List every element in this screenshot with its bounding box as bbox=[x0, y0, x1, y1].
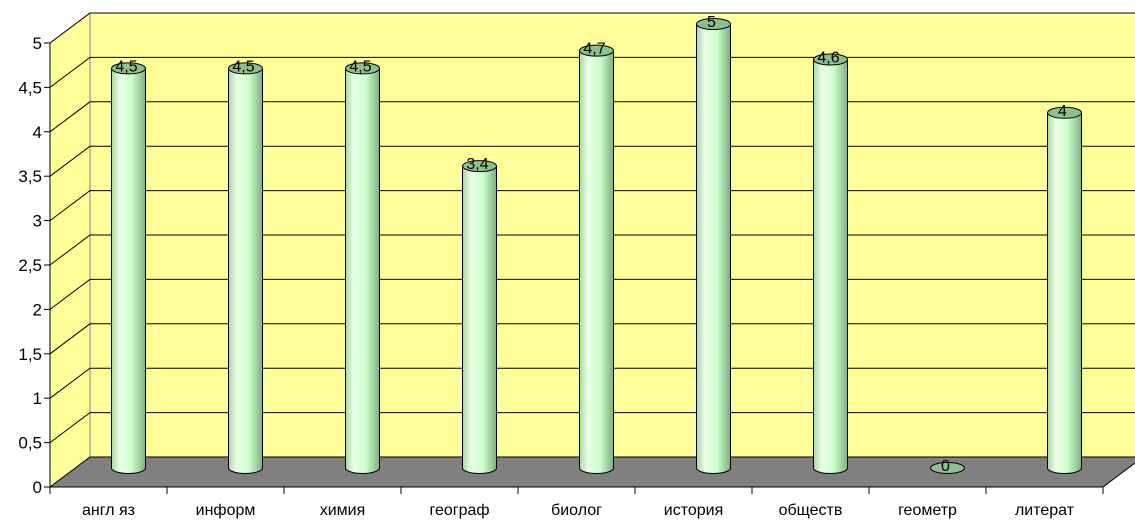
y-tick-label: 3,5 bbox=[18, 167, 42, 186]
x-tick-label: химия bbox=[320, 502, 366, 519]
bar-top bbox=[696, 18, 731, 30]
y-tick-label: 4,5 bbox=[18, 78, 42, 97]
bar-top bbox=[462, 160, 497, 173]
bar-body bbox=[228, 67, 263, 474]
bar: 4,6 bbox=[813, 50, 848, 474]
bar: 0 bbox=[930, 458, 965, 475]
gridline bbox=[49, 278, 1135, 310]
data-label: 4 bbox=[1058, 103, 1067, 120]
bar-body bbox=[462, 165, 497, 474]
bar-top bbox=[345, 62, 380, 75]
bar: 4,5 bbox=[111, 58, 146, 474]
x-tick-label: биолог bbox=[551, 502, 602, 519]
data-label: 4,5 bbox=[349, 58, 371, 75]
y-tick-label: 1 bbox=[33, 389, 42, 408]
data-label: 4,6 bbox=[817, 50, 839, 67]
bar-top bbox=[228, 62, 263, 75]
x-tick-label: информ bbox=[196, 502, 256, 519]
x-tick-label: обществ bbox=[779, 502, 843, 519]
gridlines bbox=[49, 12, 1135, 444]
x-tick-label: история bbox=[664, 502, 723, 519]
bar-top bbox=[813, 53, 848, 66]
x-tick-label: географ bbox=[429, 502, 489, 519]
x-tick-label: геометр bbox=[898, 502, 957, 519]
gridline bbox=[49, 12, 1135, 44]
bar: 4,5 bbox=[228, 58, 263, 474]
data-label: 0 bbox=[941, 458, 950, 475]
gridline bbox=[49, 234, 1135, 266]
gridline bbox=[49, 145, 1135, 177]
bar-body bbox=[1047, 112, 1082, 474]
gridline bbox=[49, 367, 1135, 399]
gridline bbox=[49, 56, 1135, 88]
data-label: 5 bbox=[707, 14, 716, 31]
bar-top bbox=[1047, 106, 1082, 119]
gridline bbox=[49, 190, 1135, 222]
bar: 5 bbox=[696, 14, 731, 474]
gridline bbox=[49, 412, 1135, 444]
x-axis-labels: англ яз информ химия географ биолог история об… bbox=[49, 487, 1104, 519]
y-tick-label: 2 bbox=[33, 300, 42, 319]
bar: 4 bbox=[1047, 103, 1082, 474]
bar: 3,4 bbox=[462, 156, 497, 474]
data-label: 3,4 bbox=[466, 156, 488, 173]
y-axis-ticks: 0 0,5 1 1,5 2 2,5 3 3,5 4 4,5 5 bbox=[18, 34, 50, 497]
bar-top bbox=[930, 462, 965, 474]
bar-top bbox=[111, 62, 146, 75]
x-tick-label: литерат bbox=[1015, 502, 1075, 519]
bar: 4,5 bbox=[345, 58, 380, 474]
y-tick-label: 0 bbox=[33, 478, 42, 497]
bar-body bbox=[696, 23, 731, 474]
x-tick-label: англ яз bbox=[82, 502, 135, 519]
bars: 4,5 4,5 4,5 3,4 4,7 5 4,6 0 4 bbox=[111, 14, 1082, 475]
bar-body bbox=[111, 67, 146, 474]
data-label: 4,7 bbox=[583, 41, 605, 58]
y-tick-label: 2,5 bbox=[18, 256, 42, 275]
bar-body bbox=[813, 59, 848, 474]
y-tick-label: 0,5 bbox=[18, 434, 42, 453]
data-label: 4,5 bbox=[232, 58, 254, 75]
y-tick-label: 5 bbox=[33, 34, 42, 53]
bar: 4,7 bbox=[579, 41, 614, 474]
y-tick-label: 4 bbox=[33, 123, 42, 142]
bar-top bbox=[579, 44, 614, 57]
bar-body bbox=[579, 50, 614, 474]
gridline bbox=[49, 323, 1135, 355]
bar-body bbox=[345, 67, 380, 474]
gridline bbox=[49, 101, 1135, 133]
data-label: 4,5 bbox=[115, 58, 137, 75]
y-tick-label: 1,5 bbox=[18, 345, 42, 364]
y-tick-label: 3 bbox=[33, 212, 42, 231]
